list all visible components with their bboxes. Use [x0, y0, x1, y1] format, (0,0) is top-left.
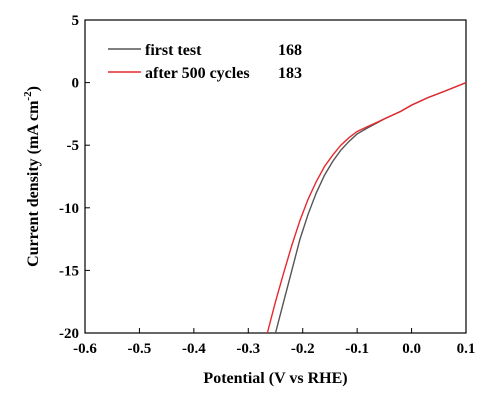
y-tick-label: 0 — [72, 76, 80, 92]
legend: first test 168 after 500 cycles 183 — [108, 42, 302, 82]
x-tick-label: 0.0 — [402, 341, 421, 357]
plot-frame — [84, 19, 467, 334]
series-line-1 — [266, 81, 467, 334]
x-axis-ticks: -0.6 -0.5 -0.4 -0.3 -0.2 -0.1 0.0 0.1 — [73, 328, 475, 357]
y-axis-title: Current density (mA cm-2) — [22, 86, 42, 267]
x-tick-label: -0.1 — [345, 341, 369, 357]
legend-value-after-500-cycles: 183 — [278, 65, 302, 82]
x-axis-title: Potential (V vs RHE) — [203, 370, 347, 387]
x-tick-label: -0.3 — [236, 341, 260, 357]
x-tick-label: -0.6 — [73, 341, 97, 357]
y-tick-label: -10 — [59, 201, 79, 217]
legend-label-after-500-cycles: after 500 cycles — [145, 65, 250, 82]
y-tick-label: -20 — [59, 326, 79, 342]
x-tick-label: -0.2 — [291, 341, 315, 357]
y-axis-title-sup: -2 — [22, 91, 34, 101]
x-tick-label: -0.4 — [182, 341, 206, 357]
y-tick-label: -15 — [59, 263, 79, 279]
legend-value-first-test: 168 — [278, 42, 302, 59]
y-axis-title-main: Current density (mA cm — [25, 100, 42, 267]
y-tick-label: -5 — [67, 138, 80, 154]
y-axis-title-end: ) — [25, 86, 42, 91]
y-axis-ticks: -20 -15 -10 -5 0 5 — [59, 13, 90, 342]
series-layer — [266, 81, 467, 334]
y-tick-label: 5 — [72, 13, 80, 29]
legend-label-first-test: first test — [145, 42, 202, 59]
x-tick-label: 0.1 — [457, 341, 476, 357]
x-tick-label: -0.5 — [128, 341, 152, 357]
